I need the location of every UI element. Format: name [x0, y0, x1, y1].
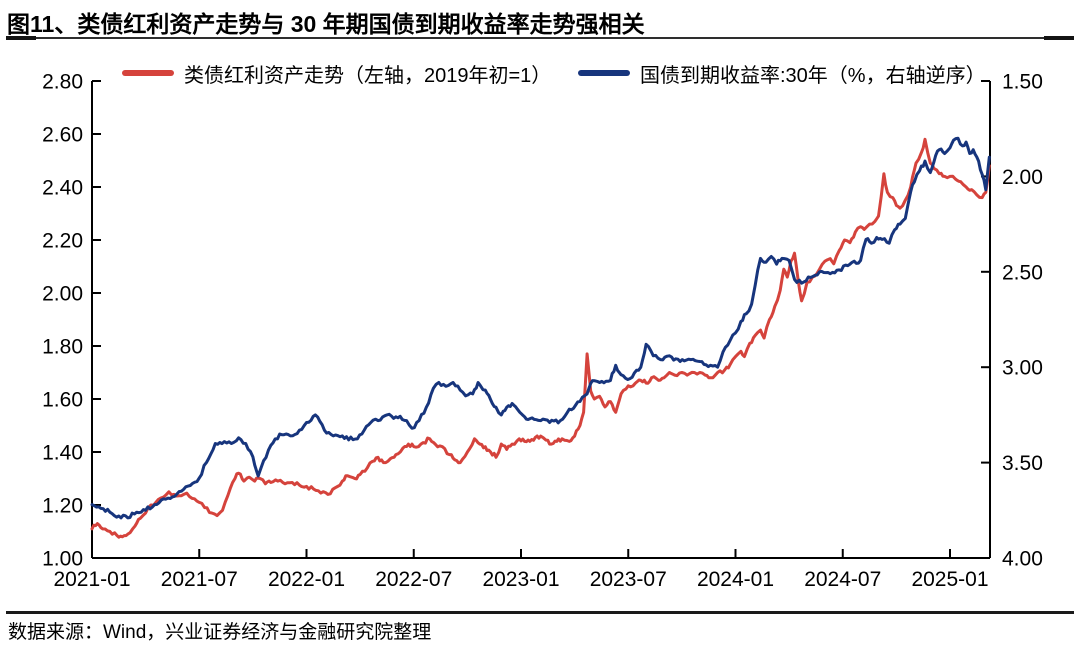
legend-item-treasury-yield: 国债到期收益率:30年（%，右轴逆序）: [578, 62, 986, 87]
x-axis-tick-label: 2021-07: [161, 568, 238, 591]
right-axis-tick-label: 2.00: [1002, 166, 1043, 189]
left-axis-tick-label: 2.80: [42, 71, 83, 94]
right-axis-tick-label: 4.00: [1002, 548, 1043, 571]
x-axis-tick-label: 2024-01: [697, 568, 774, 591]
x-axis-tick-label: 2022-07: [375, 568, 452, 591]
x-axis-tick-label: 2021-01: [53, 568, 130, 591]
left-axis-tick-label: 1.40: [42, 442, 83, 465]
right-axis-tick-label: 3.00: [1002, 357, 1043, 380]
series-line-dividend-assets: [90, 137, 991, 539]
figure-title: 图11、类债红利资产走势与 30 年期国债到期收益率走势强相关: [7, 11, 645, 37]
right-axis-tick-label: 1.50: [1002, 71, 1043, 94]
left-axis-tick-label: 1.00: [42, 548, 83, 571]
left-axis-tick-label: 1.60: [42, 389, 83, 412]
x-axis-tick-label: 2024-07: [804, 568, 881, 591]
left-axis-tick-label: 2.20: [42, 230, 83, 253]
legend-swatch-dividend-assets: [122, 70, 174, 76]
source-note: 数据来源：Wind，兴业证券经济与金融研究院整理: [8, 622, 432, 643]
left-axis-tick-label: 1.80: [42, 336, 83, 359]
right-axis-tick-label: 3.50: [1002, 452, 1043, 475]
legend-item-dividend-assets: 类债红利资产走势（左轴，2019年初=1）: [122, 62, 551, 87]
title-divider-rule: [6, 36, 1074, 40]
right-axis-tick-label: 2.50: [1002, 261, 1043, 284]
legend-swatch-treasury-yield: [578, 70, 630, 76]
x-axis-tick-label: 2023-07: [590, 568, 667, 591]
series-line-treasury-yield: [90, 136, 991, 520]
left-axis-tick-label: 2.00: [42, 283, 83, 306]
legend-label-dividend-assets: 类债红利资产走势（左轴，2019年初=1）: [184, 64, 552, 87]
footer-divider-rule: [6, 611, 1074, 614]
left-axis-tick-label: 1.20: [42, 495, 83, 518]
legend-label-treasury-yield: 国债到期收益率:30年（%，右轴逆序）: [640, 64, 986, 87]
x-axis-tick-label: 2023-01: [482, 568, 559, 591]
x-axis-tick-label: 2025-01: [911, 568, 988, 591]
x-axis-tick-label: 2022-01: [268, 568, 345, 591]
left-axis-tick-label: 2.60: [42, 124, 83, 147]
left-axis-tick-label: 2.40: [42, 177, 83, 200]
